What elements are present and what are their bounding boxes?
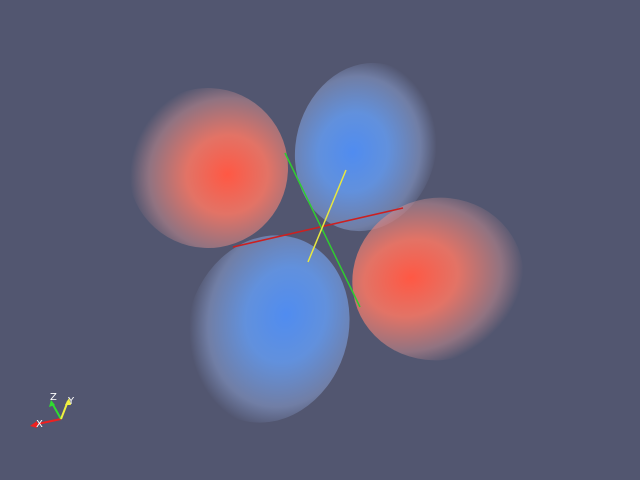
y-axis-line [307, 169, 347, 263]
z-axis-line [284, 152, 361, 308]
orient-y-label: Y [67, 396, 75, 407]
orient-x-label: X [36, 419, 43, 430]
orient-z-arrowhead [49, 400, 55, 407]
orient-z-arrow [51, 402, 62, 420]
orient-x-arrowhead [30, 421, 37, 428]
orient-y-arrowhead [65, 398, 71, 405]
orient-z-label: Z [50, 392, 57, 403]
orient-x-arrow [32, 418, 62, 426]
x-axis-line [232, 207, 404, 248]
